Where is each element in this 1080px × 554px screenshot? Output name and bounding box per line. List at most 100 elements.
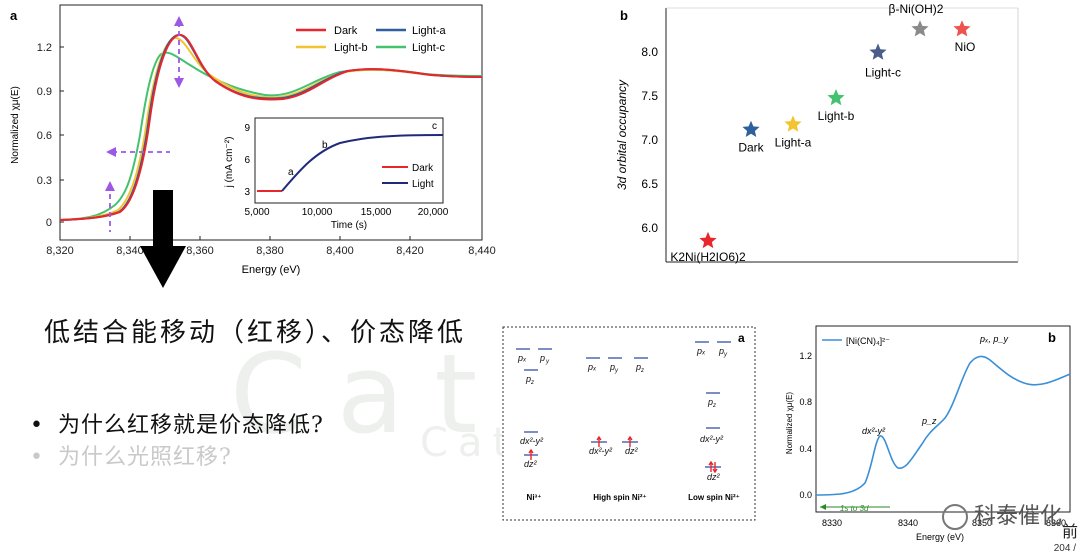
inset-label-b: b xyxy=(322,140,328,151)
nicn-xlabel: Energy (eV) xyxy=(916,532,964,542)
xanes-xtick: 8,420 xyxy=(396,245,424,257)
occupancy-ylabel: 3d orbital occupancy xyxy=(615,79,629,190)
nicn-ytick: 0.8 xyxy=(799,397,812,407)
corner-char: 前 xyxy=(1061,524,1078,541)
bullet-1: • 为什么红移就是价态降低? xyxy=(30,407,324,439)
inset-xtick: 15,000 xyxy=(361,207,392,218)
xanes-frame xyxy=(59,4,483,241)
wechat-text: 科泰催化 xyxy=(973,504,1062,529)
occupancy-point-label: Light-c xyxy=(865,65,901,79)
electron-arrows xyxy=(528,435,718,474)
occupancy-star-marker xyxy=(742,120,760,137)
xanes-panel: a 8,320 8,340 8,360 8,380 8,400 8,420 8,… xyxy=(10,4,496,276)
inset-chart: 3 6 9 5,000 10,000 15,000 20,000 Time (s… xyxy=(224,117,449,231)
bullet-dot: • xyxy=(30,445,44,470)
occupancy-star-marker xyxy=(911,20,929,37)
watermark-text: Cat xyxy=(230,330,508,458)
occupancy-star-marker xyxy=(869,43,887,60)
inset-y-ticks: 3 6 9 xyxy=(244,123,250,198)
nicn-xtick: 8330 xyxy=(822,518,842,528)
svg-text:dz²: dz² xyxy=(707,472,721,482)
svg-text:p: p xyxy=(539,353,545,363)
nicn-peak-pz: p_z xyxy=(921,416,937,426)
xanes-ytick: 0.9 xyxy=(37,86,52,98)
corner-number: 204 / xyxy=(1053,543,1076,554)
occupancy-point-label: Light-a xyxy=(775,135,812,149)
svg-text:y: y xyxy=(545,359,550,365)
nicn-legend: [Ni(CN)₄]²⁻ xyxy=(846,336,890,346)
xanes-ylabel: Normalized χμ(E) xyxy=(10,86,21,164)
wechat-watermark: 科泰催化 xyxy=(941,498,1062,530)
svg-text:dx²-y²: dx²-y² xyxy=(589,446,613,456)
occupancy-star-marker xyxy=(827,89,845,106)
legend-light-b: Light-b xyxy=(334,42,368,54)
nicn-curve xyxy=(815,355,1071,496)
legend-light-a: Light-a xyxy=(412,25,447,37)
svg-text:y: y xyxy=(723,352,728,358)
svg-text:dx²-y²: dx²-y² xyxy=(520,436,544,446)
occupancy-star-marker xyxy=(784,115,802,132)
arrows xyxy=(109,22,180,232)
occ-ytick: 6.5 xyxy=(641,177,658,191)
wechat-icon xyxy=(941,504,968,530)
svg-text:y: y xyxy=(614,368,619,374)
occupancy-point-label: NiO xyxy=(955,40,976,54)
xanes-y-ticks: 0 0.3 0.6 0.9 1.2 xyxy=(37,42,64,229)
nicn-xtick: 8350 xyxy=(972,518,992,528)
nicn-peak-d: dx²-y² xyxy=(862,426,886,436)
occ-ytick: 7.0 xyxy=(641,133,658,147)
inset-x-ticks: 5,000 10,000 15,000 20,000 xyxy=(244,207,448,218)
inset-xtick: 10,000 xyxy=(302,207,333,218)
column-ni3: Ni³⁺ xyxy=(527,493,542,502)
inset-xtick: 5,000 xyxy=(244,207,269,218)
bullet-2: • 为什么光照红移? xyxy=(30,439,232,471)
nicn-ylabel: Normalized χμ(E) xyxy=(785,392,794,454)
inset-label-a: a xyxy=(288,167,294,178)
page-heading: 低结合能移动（红移）、价态降低 xyxy=(44,318,467,348)
xanes-curves xyxy=(59,34,483,221)
panel-letter: b xyxy=(1048,330,1056,345)
xanes-xtick: 8,360 xyxy=(186,245,214,257)
svg-text:z: z xyxy=(530,380,534,386)
xanes-xlabel: Energy (eV) xyxy=(242,264,301,276)
svg-text:pₓ: pₓ xyxy=(517,353,527,363)
panel-letter: a xyxy=(10,8,18,23)
xanes-xtick: 8,400 xyxy=(326,245,354,257)
inset-ytick: 9 xyxy=(244,123,250,134)
occupancy-star-marker xyxy=(699,231,717,249)
svg-text:z: z xyxy=(712,403,716,409)
xanes-ytick: 0 xyxy=(46,217,52,229)
xanes-ytick: 0.6 xyxy=(37,130,52,142)
svg-text:p: p xyxy=(635,362,641,372)
svg-text:pₓ: pₓ xyxy=(696,346,706,356)
occupancy-point-label: β-Ni(OH)2 xyxy=(889,2,944,16)
nicn-xtick: 8340 xyxy=(898,518,918,528)
bullet-2-text: 为什么光照红移? xyxy=(58,445,232,470)
xanes-xtick: 8,340 xyxy=(116,245,144,257)
svg-text:p: p xyxy=(525,374,531,384)
xanes-x-ticks: 8,320 8,340 8,360 8,380 8,400 8,420 8,44… xyxy=(46,236,496,257)
inset-ylabel: j (mA cm⁻²) xyxy=(224,137,235,189)
watermark-subtext: Cat xyxy=(420,420,519,466)
xanes-ytick: 1.2 xyxy=(37,42,52,54)
nicn-panel: b [Ni(CN)₄]²⁻ 0.0 0.4 0.8 1.2 Normalized… xyxy=(785,325,1071,542)
nicn-peak-main: pₓ, p_y xyxy=(979,334,1008,344)
nicn-ytick: 0.0 xyxy=(799,490,812,500)
svg-text:pₓ: pₓ xyxy=(587,362,597,372)
arrow-heads xyxy=(105,16,184,191)
curve-dark xyxy=(59,34,483,221)
xanes-xtick: 8,380 xyxy=(256,245,284,257)
occupancy-points: K2Ni(H2IO6)2 Dark Light-a Light-b Light-c β-N… xyxy=(670,2,975,264)
nicn-x-ticks: 8330 8340 8350 8360 xyxy=(822,518,1066,528)
xanes-xtick: 8,320 xyxy=(46,245,74,257)
down-arrow-icon xyxy=(140,190,186,288)
inset-xtick: 20,000 xyxy=(418,207,449,218)
orbital-column-labels: Ni³⁺ High spin Ni²⁺ Low spin Ni²⁺ xyxy=(527,493,740,502)
occupancy-point-label: K2Ni(H2IO6)2 xyxy=(670,250,746,264)
svg-text:p: p xyxy=(718,346,724,356)
svg-text:dx²-y²: dx²-y² xyxy=(700,434,724,444)
occupancy-star-marker xyxy=(953,20,971,37)
xanes-ytick: 0.3 xyxy=(37,175,52,187)
